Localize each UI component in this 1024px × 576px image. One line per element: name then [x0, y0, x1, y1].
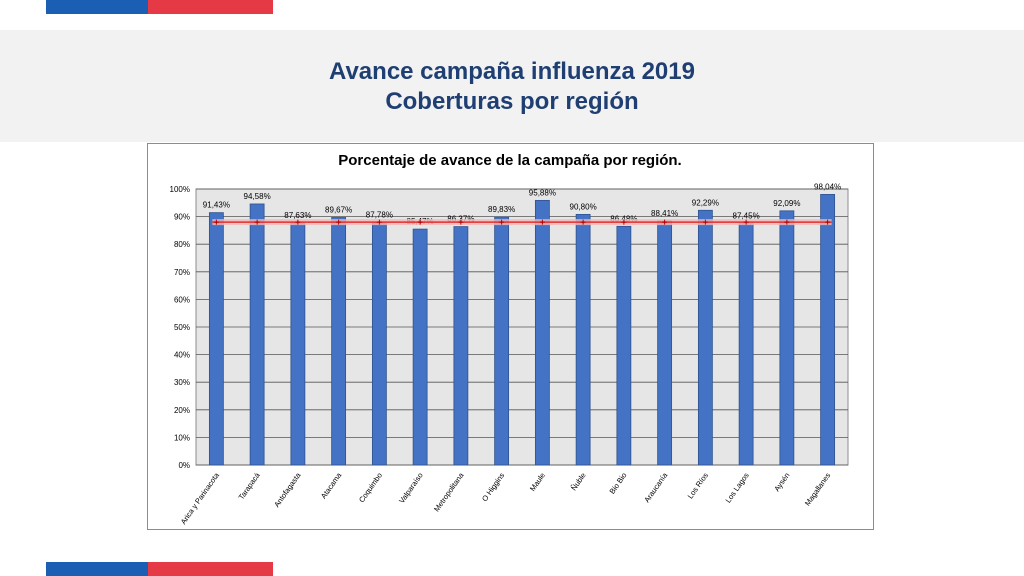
y-tick-label: 100%	[170, 185, 190, 194]
data-label: 89,83%	[488, 205, 515, 214]
data-label: 94,58%	[244, 192, 271, 201]
bar	[249, 203, 265, 466]
bar	[575, 213, 591, 466]
x-tick-label: Aysén	[772, 471, 791, 493]
bottom-stripe-blue	[46, 562, 148, 576]
x-tick-label: O Higgins	[480, 471, 506, 503]
bar	[412, 228, 428, 466]
x-tick-label: Coquimbo	[357, 471, 384, 504]
y-tick-label: 90%	[174, 213, 190, 222]
bar	[779, 210, 795, 466]
bar	[616, 225, 632, 466]
x-tick-label: Los Lagos	[724, 471, 751, 505]
bar	[534, 199, 550, 466]
slide-title-line1: Avance campaña influenza 2019	[329, 58, 695, 85]
bar	[453, 226, 469, 466]
x-tick-label: Tarapacá	[237, 470, 263, 501]
bar	[820, 194, 836, 466]
x-tick-label: Arica y Parinacota	[179, 470, 222, 526]
x-tick-label: Maule	[528, 471, 547, 493]
bar	[494, 216, 510, 466]
bottom-stripe-red	[148, 562, 273, 576]
data-label: 95,88%	[529, 188, 556, 197]
data-label: 86,37%	[447, 215, 474, 224]
x-tick-label: Araucanía	[642, 470, 669, 504]
bar	[371, 222, 387, 466]
chart-container: Porcentaje de avance de la campaña por r…	[147, 143, 874, 530]
y-tick-label: 20%	[174, 406, 190, 415]
top-stripe-blue	[46, 0, 148, 14]
y-tick-label: 80%	[174, 240, 190, 249]
y-tick-label: 10%	[174, 433, 190, 442]
x-tick-label: Magallanes	[803, 471, 833, 508]
data-label: 90,80%	[570, 202, 597, 211]
data-label: 86,48%	[610, 214, 637, 223]
data-label: 87,63%	[284, 211, 311, 220]
y-tick-label: 60%	[174, 295, 190, 304]
data-label: 92,09%	[773, 199, 800, 208]
bar	[208, 212, 224, 466]
x-tick-label: Antofagasta	[272, 470, 303, 509]
x-tick-label: Metropolitana	[432, 470, 466, 513]
x-tick-label: Atacama	[319, 470, 344, 500]
data-label: 87,78%	[366, 211, 393, 220]
x-tick-label: Ñuble	[569, 471, 588, 492]
bar-chart: Porcentaje de avance de la campaña por r…	[170, 152, 849, 526]
chart-title: Porcentaje de avance de la campaña por r…	[338, 152, 681, 169]
y-tick-label: 40%	[174, 351, 190, 360]
bar	[738, 223, 754, 466]
data-label: 92,29%	[692, 198, 719, 207]
y-tick-label: 50%	[174, 323, 190, 332]
data-label: 98,04%	[814, 182, 841, 191]
x-tick-label: Los Ríos	[686, 471, 710, 501]
bar	[331, 217, 347, 466]
header-band	[0, 30, 1024, 142]
x-tick-label: Bio Bio	[608, 471, 629, 496]
top-stripe-red	[148, 0, 273, 14]
y-tick-label: 70%	[174, 268, 190, 277]
data-label: 87,45%	[733, 212, 760, 221]
y-tick-label: 0%	[178, 461, 190, 470]
y-tick-label: 30%	[174, 378, 190, 387]
data-label: 91,43%	[203, 201, 230, 210]
data-label: 89,67%	[325, 206, 352, 215]
bar	[697, 209, 713, 466]
bar	[657, 220, 673, 466]
data-label: 88,41%	[651, 209, 678, 218]
slide-title-line2: Coberturas por región	[385, 88, 639, 115]
bar	[290, 222, 306, 466]
x-tick-label: Valparaíso	[397, 471, 425, 505]
